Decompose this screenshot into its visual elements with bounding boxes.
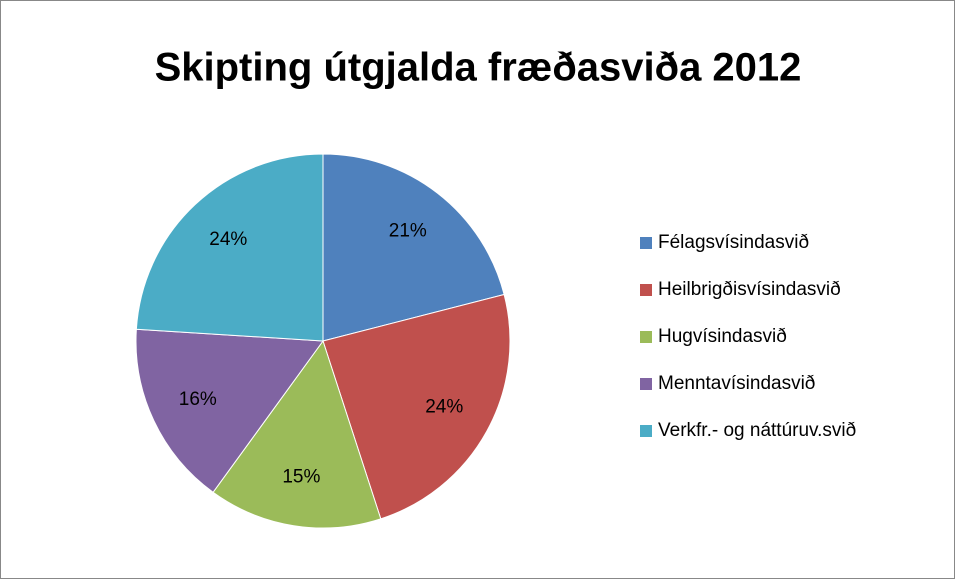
legend-swatch: [640, 378, 652, 390]
legend-swatch: [640, 425, 652, 437]
chart-title: Skipting útgjalda fræðasviða 2012: [155, 46, 802, 90]
pie-slice: [135, 328, 324, 493]
legend-label: Heilbrigðisvísindasvið: [658, 279, 841, 300]
pie-slice: [322, 153, 505, 342]
legend-label: Félagsvísindasvið: [658, 232, 809, 253]
legend-label: Verkfr.- og náttúruv.svið: [658, 420, 856, 441]
pie-slice: [135, 153, 324, 342]
legend-swatch: [640, 284, 652, 296]
pie-slice: [322, 293, 511, 520]
data-label: 21%: [389, 221, 427, 242]
legend-swatch: [640, 237, 652, 249]
legend-label: Hugvísindasvið: [658, 326, 787, 347]
legend-swatch: [640, 331, 652, 343]
data-label: 16%: [179, 389, 217, 410]
data-label: 15%: [282, 467, 320, 488]
data-label: 24%: [425, 397, 463, 418]
data-label: 24%: [209, 229, 247, 250]
pie-slice: [212, 339, 382, 529]
legend-label: Menntavísindasvið: [658, 373, 815, 394]
